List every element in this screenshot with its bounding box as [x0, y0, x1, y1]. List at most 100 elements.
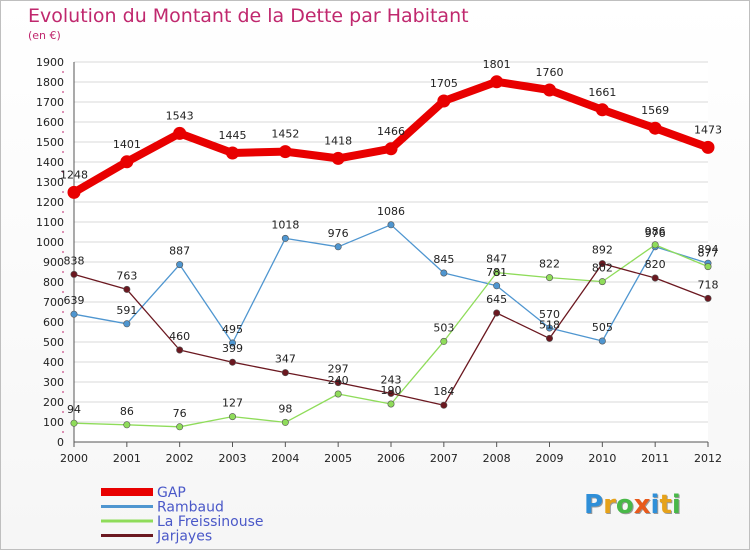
x-tick-label: 2011	[641, 452, 669, 465]
y-tick-label: 800	[43, 276, 64, 289]
data-label: 802	[592, 262, 613, 275]
data-label: 1466	[377, 125, 405, 138]
y-tick-label: 1100	[36, 216, 64, 229]
data-point	[595, 103, 609, 117]
data-label: 518	[539, 318, 560, 331]
x-tick-label: 2005	[324, 452, 352, 465]
data-point	[334, 243, 342, 251]
data-label: 645	[486, 293, 507, 306]
x-tick-label: 2003	[219, 452, 247, 465]
y-tick-label: 1700	[36, 96, 64, 109]
data-point	[229, 358, 237, 366]
y-tick-label: 400	[43, 356, 64, 369]
x-tick-label: 2010	[588, 452, 616, 465]
x-tick-label: 2008	[483, 452, 511, 465]
data-point	[651, 241, 659, 249]
data-point	[437, 94, 451, 108]
data-point	[229, 339, 237, 347]
x-tick-label: 2006	[377, 452, 405, 465]
data-point	[493, 309, 501, 317]
legend-label: Jarjayes	[156, 529, 212, 545]
data-point	[490, 75, 504, 89]
y-tick-label: 1500	[36, 136, 64, 149]
data-point	[493, 269, 501, 277]
plot-area	[74, 62, 708, 442]
x-tick-label: 2007	[430, 452, 458, 465]
legend-label: GAP	[157, 485, 186, 501]
data-point	[387, 389, 395, 397]
data-label: 845	[433, 253, 454, 266]
data-point	[543, 83, 556, 97]
data-label: 243	[381, 373, 402, 386]
data-point	[281, 418, 289, 426]
data-point	[598, 278, 606, 286]
data-label: 1086	[377, 205, 405, 218]
data-label: 1248	[60, 168, 88, 181]
data-point	[545, 324, 553, 332]
data-label: 240	[328, 374, 349, 387]
y-tick-label: 1900	[36, 56, 64, 69]
data-label: 820	[645, 258, 666, 271]
data-label: 847	[486, 253, 507, 266]
data-label: 591	[116, 304, 137, 317]
data-label: 838	[64, 254, 85, 267]
data-label: 86	[120, 405, 134, 418]
data-point	[651, 274, 659, 282]
data-point	[334, 379, 342, 387]
data-label: 1018	[271, 218, 299, 231]
y-tick-label: 500	[43, 336, 64, 349]
data-point	[648, 121, 662, 135]
data-point	[281, 369, 289, 377]
data-point	[598, 260, 606, 268]
x-tick-label: 2001	[113, 452, 141, 465]
data-point	[278, 145, 292, 159]
data-label: 877	[698, 247, 719, 260]
x-tick-label: 2002	[166, 452, 194, 465]
y-tick-label: 200	[43, 396, 64, 409]
data-point	[176, 261, 184, 269]
data-point	[123, 421, 131, 429]
data-label: 1418	[324, 134, 352, 147]
data-label: 894	[698, 243, 719, 256]
y-tick-label: 100	[43, 416, 64, 429]
data-label: 184	[433, 385, 454, 398]
data-point	[123, 320, 131, 328]
y-tick-label: 1400	[36, 156, 64, 169]
data-point	[173, 126, 187, 140]
data-point	[67, 185, 81, 199]
data-label: 781	[486, 266, 507, 279]
data-point	[229, 413, 237, 421]
data-label: 460	[169, 330, 190, 343]
y-tick-label: 600	[43, 316, 64, 329]
data-label: 1543	[166, 109, 194, 122]
data-point	[331, 151, 345, 165]
data-point	[545, 274, 553, 282]
data-label: 1452	[271, 128, 299, 141]
data-point	[176, 423, 184, 431]
legend-label: Rambaud	[157, 500, 224, 516]
data-label: 1569	[641, 104, 669, 117]
data-label: 190	[381, 384, 402, 397]
data-point	[440, 269, 448, 277]
data-label: 98	[278, 402, 292, 415]
data-point	[226, 146, 239, 160]
y-tick-label: 1800	[36, 76, 64, 89]
y-tick-label: 1600	[36, 116, 64, 129]
data-label: 1445	[219, 129, 247, 142]
data-point	[70, 270, 78, 278]
data-label: 976	[645, 227, 666, 240]
y-tick-label: 1000	[36, 236, 64, 249]
x-tick-label: 2009	[536, 452, 564, 465]
data-label: 399	[222, 342, 243, 355]
data-label: 127	[222, 397, 243, 410]
data-point	[384, 142, 398, 156]
y-tick-label: 1300	[36, 176, 64, 189]
data-point	[387, 221, 395, 229]
data-label: 763	[116, 269, 137, 282]
data-point	[440, 401, 448, 409]
data-label: 495	[222, 323, 243, 336]
data-label: 297	[328, 363, 349, 376]
data-point	[334, 390, 342, 398]
